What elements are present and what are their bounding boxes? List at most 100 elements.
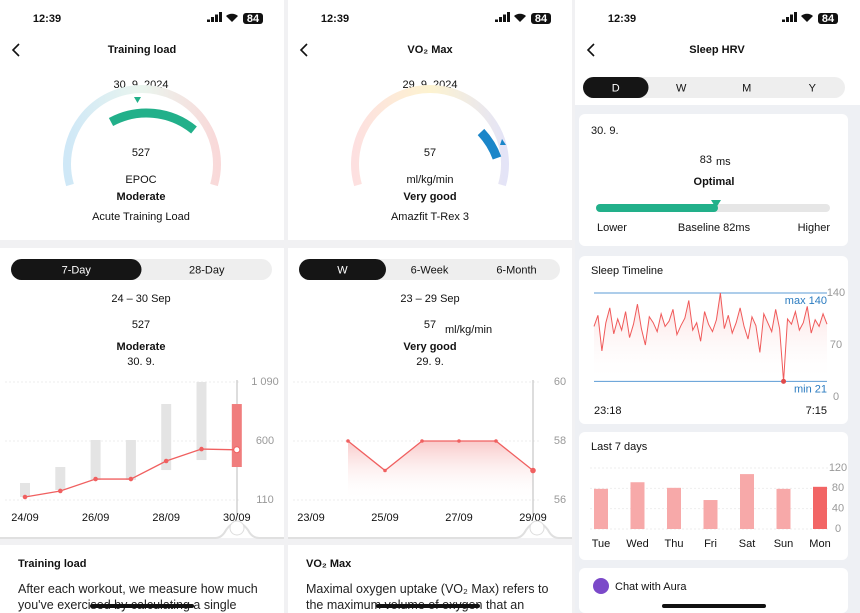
y-tick-label: 56 [554,494,566,506]
status-time: 12:39 [608,13,636,25]
tab[interactable]: 7-Day [62,264,92,276]
gauge-marker [134,97,141,103]
scale-label: Higher [798,222,831,234]
bar [776,488,791,529]
bar [740,474,754,529]
value: 57 [424,319,436,331]
y-tick-label: 70 [830,339,842,351]
tab[interactable]: W [676,82,687,94]
day: 30. 9. [591,125,619,137]
gauge-track [63,85,221,187]
gauge-status: Very good [403,191,456,203]
tab[interactable]: Y [809,82,817,94]
load-point [93,476,98,482]
bar [667,487,681,529]
vo2-point [457,439,461,443]
vo2-line [347,440,534,472]
x-tick-label: Thu [665,538,684,550]
min-point [781,378,787,384]
signal-bar [503,14,506,22]
y-tick-label: 1 090 [251,376,279,388]
status: Moderate [117,341,166,353]
vo2-point [530,467,536,474]
panel-top [0,0,284,240]
panel-info [288,545,572,613]
chat-icon [593,578,609,594]
y-tick-label: 120 [829,462,847,474]
unit: ml/kg/min [445,324,492,336]
y-tick-label: 140 [827,287,845,299]
tab[interactable]: 6-Week [411,264,449,276]
range: 23 – 29 Sep [400,293,459,305]
wifi-icon [226,13,238,22]
signal-bar [794,12,797,22]
tab[interactable]: W [337,264,348,276]
range-bar [231,404,242,468]
scale-label: Lower [597,222,627,234]
day: 29. 9. [416,356,444,368]
gauge-caption: Acute Training Load [92,211,190,223]
home-indicator [90,604,194,608]
y-tick-label: 60 [554,376,566,388]
card [579,114,848,246]
x-tick-label: Tue [592,538,611,550]
section-heading: Training load [18,558,86,570]
tab[interactable]: M [742,82,751,94]
value: 527 [132,319,150,331]
signal-bar [782,19,785,22]
scale-label: Baseline 82ms [678,222,751,234]
wifi-icon [801,13,813,22]
back-button[interactable] [11,43,20,57]
back-button[interactable] [586,43,595,57]
panel-top [288,0,572,240]
tab[interactable]: D [612,82,620,94]
tab-active [11,259,142,280]
y-tick-label: 600 [256,435,274,447]
signal-bar [207,19,210,22]
home-indicator [376,604,480,608]
hrv-area [594,293,827,382]
x-tick-label: 25/09 [371,512,399,524]
load-point [233,446,241,454]
range-bar [125,440,136,481]
hrv-line [593,292,828,382]
load-point [22,494,28,500]
signal-bar [215,14,218,22]
x-tick-label: 24/09 [11,512,39,524]
tab[interactable]: 6-Month [496,264,536,276]
x-tick-label: 27/09 [445,512,473,524]
time-label: 7:15 [806,405,827,417]
body-text: Maximal oxygen uptake (VO₂ Max) refers t… [306,582,549,612]
chat-title[interactable]: Chat with Aura [615,581,687,593]
range-bar [161,404,172,471]
x-tick-label: 23/09 [297,512,325,524]
y-tick-label: 0 [835,523,841,535]
signal-bar [790,14,793,22]
screen-title: Training load [108,44,176,56]
y-tick-label: 80 [832,482,844,494]
gauge-status: Moderate [117,191,166,203]
scrubber-knob[interactable] [529,520,545,536]
tab[interactable]: 28-Day [189,264,225,276]
gauge-level [108,108,197,134]
card-title: Sleep Timeline [591,265,663,277]
gauge-marker [500,139,506,145]
back-button[interactable] [299,43,308,57]
scale-marker [711,200,721,208]
scrubber-knob[interactable] [229,520,245,536]
battery-level: 84 [535,13,548,25]
range-bar [196,382,207,461]
x-tick-label: 29/09 [519,512,547,524]
status: Very good [403,341,456,353]
battery [818,13,838,24]
section-heading: VO₂ Max [306,558,352,570]
y-tick-label: 58 [554,435,566,447]
vo2-point [346,439,350,443]
tab-active [583,77,649,98]
card [579,568,848,613]
gauge-label: EPOC [125,174,156,186]
signal-bar [499,17,502,22]
x-tick-label: Mon [809,538,830,550]
status-time: 12:39 [33,13,61,25]
